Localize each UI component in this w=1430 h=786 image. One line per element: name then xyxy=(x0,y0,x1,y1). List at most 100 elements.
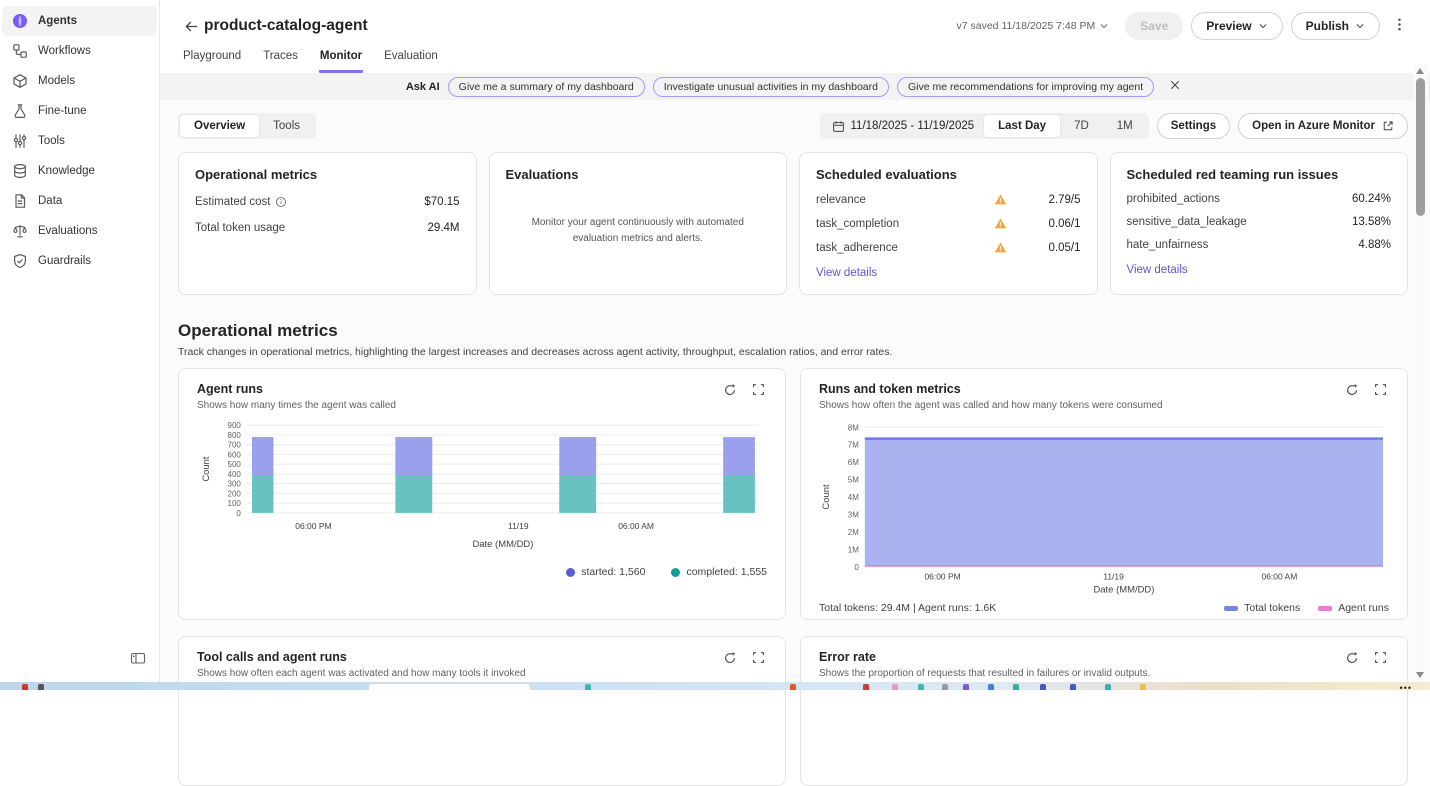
svg-text:8M: 8M xyxy=(848,423,859,432)
scroll-up-arrow[interactable] xyxy=(1416,68,1424,74)
taskbar-app-icon[interactable] xyxy=(38,684,44,690)
sidebar-item[interactable]: Fine-tune xyxy=(2,96,157,126)
save-button[interactable]: Save xyxy=(1125,12,1183,40)
ask-ai-suggestion-chip[interactable]: Give me a summary of my dashboard xyxy=(448,77,645,97)
legend-item: started: 1,560 xyxy=(566,566,645,578)
taskbar-app-icon[interactable] xyxy=(963,684,969,690)
metric-value: 29.4M xyxy=(416,222,460,234)
expand-icon xyxy=(1374,651,1387,664)
view-details-link[interactable]: View details xyxy=(816,267,877,279)
taskbar-app-icon[interactable] xyxy=(1013,684,1019,690)
sidebar-nav: Agents Workflows Models Fine-tune Tools … xyxy=(2,6,157,276)
vertical-scrollbar[interactable] xyxy=(1413,64,1428,682)
publish-button[interactable]: Publish xyxy=(1291,12,1380,40)
svg-text:Date (MM/DD): Date (MM/DD) xyxy=(1093,585,1154,595)
sidebar-item[interactable]: Evaluations xyxy=(2,216,157,246)
scroll-down-arrow[interactable] xyxy=(1416,672,1424,678)
sidebar-item[interactable]: Guardrails xyxy=(2,246,157,276)
svg-text:400: 400 xyxy=(228,470,242,479)
metric-row: task_completion 0.06/1 xyxy=(816,217,1081,230)
refresh-button[interactable] xyxy=(721,650,739,668)
preview-button[interactable]: Preview xyxy=(1191,12,1282,40)
taskbar-app-icon[interactable] xyxy=(1140,684,1146,690)
sidebar-item[interactable]: Agents xyxy=(2,6,157,36)
sidebar-item[interactable]: Knowledge xyxy=(2,156,157,186)
refresh-icon xyxy=(723,651,737,665)
metric-value: 0.05/1 xyxy=(1037,242,1081,254)
refresh-button[interactable] xyxy=(1343,650,1361,668)
open-azure-monitor-button[interactable]: Open in Azure Monitor xyxy=(1238,113,1408,139)
expand-button[interactable] xyxy=(749,650,767,668)
page-tabs: Playground Traces Monitor Evaluation xyxy=(182,50,1410,73)
view-tab[interactable]: Overview xyxy=(180,115,259,137)
ask-ai-close-button[interactable] xyxy=(1166,78,1184,96)
range-option[interactable]: Last Day xyxy=(984,115,1060,137)
page-tab[interactable]: Evaluation xyxy=(383,50,439,73)
svg-text:0: 0 xyxy=(854,563,859,572)
taskbar-app-icon[interactable] xyxy=(1070,684,1076,690)
version-menu[interactable]: v7 saved 11/18/2025 7:48 PM xyxy=(957,20,1110,32)
tools-icon xyxy=(12,133,28,149)
taskbar-app-icon[interactable] xyxy=(22,684,28,690)
taskbar-app-icon[interactable] xyxy=(863,684,869,690)
more-options-button[interactable] xyxy=(1388,15,1410,37)
page-tab[interactable]: Playground xyxy=(182,50,242,73)
back-button[interactable] xyxy=(180,15,202,37)
taskbar-app-icon[interactable] xyxy=(1040,684,1046,690)
expand-icon xyxy=(752,383,765,396)
sidebar-item[interactable]: Workflows xyxy=(2,36,157,66)
chart-title: Runs and token metrics xyxy=(819,382,1343,396)
svg-text:4M: 4M xyxy=(848,493,859,502)
main-area: product-catalog-agent v7 saved 11/18/202… xyxy=(160,0,1430,690)
chart-card: Error rate Shows the proportion of reque… xyxy=(800,636,1408,786)
chart-subtitle: Shows how many times the agent was calle… xyxy=(197,400,721,411)
sidebar-item[interactable]: Data xyxy=(2,186,157,216)
taskbar-app-icon[interactable] xyxy=(1105,684,1111,690)
expand-button[interactable] xyxy=(1371,650,1389,668)
view-tab[interactable]: Tools xyxy=(259,115,314,137)
refresh-button[interactable] xyxy=(721,382,739,400)
ask-ai-suggestion-chip[interactable]: Give me recommendations for improving my… xyxy=(897,77,1154,97)
taskbar-search-box[interactable] xyxy=(368,683,531,690)
metric-row: sensitive_data_leakage 13.58% xyxy=(1127,216,1392,228)
view-details-link[interactable]: View details xyxy=(1127,264,1188,276)
refresh-button[interactable] xyxy=(1343,382,1361,400)
taskbar-app-icon[interactable] xyxy=(892,684,898,690)
scrollbar-thumb[interactable] xyxy=(1416,78,1425,216)
guardrails-icon xyxy=(12,253,28,269)
page-tab[interactable]: Traces xyxy=(262,50,299,73)
svg-text:700: 700 xyxy=(228,441,242,450)
sidebar-item[interactable]: Tools xyxy=(2,126,157,156)
taskbar-app-icon[interactable] xyxy=(790,684,796,690)
chart-title: Error rate xyxy=(819,650,1343,664)
taskbar-app-icon[interactable] xyxy=(918,684,924,690)
expand-button[interactable] xyxy=(749,382,767,400)
metric-row: hate_unfairness 4.88% xyxy=(1127,239,1392,251)
ask-ai-suggestion-chip[interactable]: Investigate unusual activities in my das… xyxy=(653,77,889,97)
taskbar-app-icon[interactable] xyxy=(585,684,591,690)
svg-text:1M: 1M xyxy=(848,545,859,554)
page-tab[interactable]: Monitor xyxy=(319,50,363,73)
windows-taskbar[interactable]: ••• xyxy=(0,682,1430,690)
expand-button[interactable] xyxy=(1371,382,1389,400)
warning-icon xyxy=(994,217,1007,230)
settings-button[interactable]: Settings xyxy=(1157,113,1230,139)
runs-tokens-card: Runs and token metrics Shows how often t… xyxy=(800,368,1408,620)
metric-rows: prohibited_actions 60.24% sensitive_data… xyxy=(1127,193,1392,251)
taskbar-app-icon[interactable] xyxy=(988,684,994,690)
taskbar-app-icon[interactable] xyxy=(942,684,948,690)
sidebar-collapse-button[interactable] xyxy=(129,650,147,668)
fine-tune-icon xyxy=(12,103,28,119)
svg-text:Count: Count xyxy=(201,456,212,482)
date-range-picker[interactable]: 11/18/2025 - 11/19/2025 xyxy=(822,120,985,133)
svg-text:300: 300 xyxy=(228,480,242,489)
range-option[interactable]: 7D xyxy=(1060,115,1103,137)
sidebar-item[interactable]: Models xyxy=(2,66,157,96)
info-icon[interactable] xyxy=(275,196,287,208)
chart-footer-totals: Total tokens: 29.4M | Agent runs: 1.6K xyxy=(819,602,996,614)
range-option[interactable]: 1M xyxy=(1103,115,1147,137)
sidebar-item-label: Agents xyxy=(38,15,77,27)
chevron-down-icon xyxy=(1258,21,1268,31)
